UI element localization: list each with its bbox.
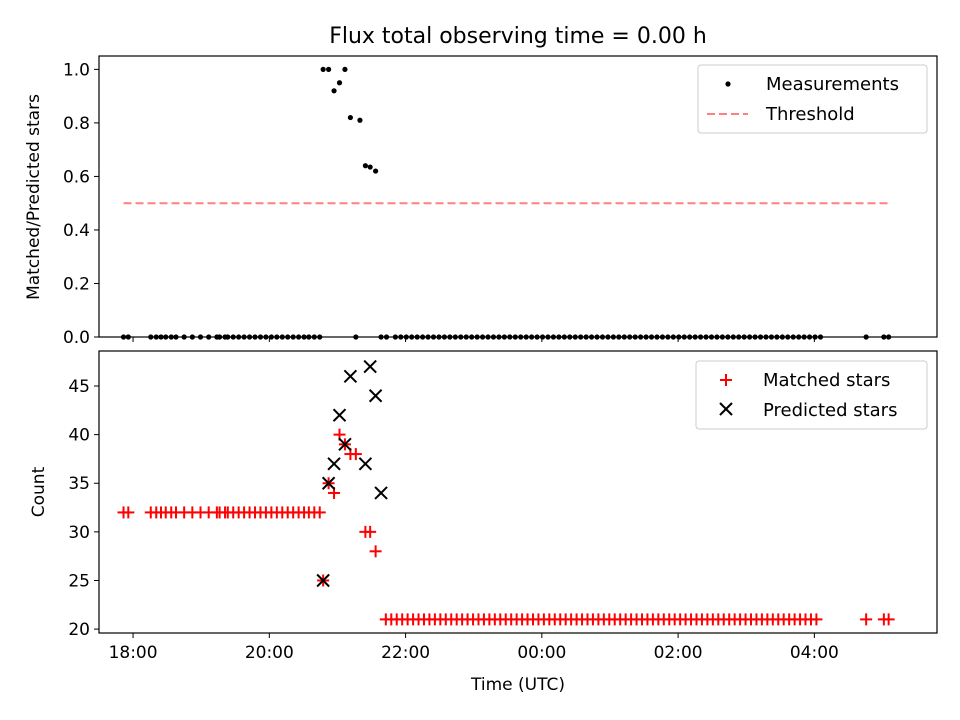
top-legend: Measurements Threshold	[697, 64, 928, 134]
x-tick-label: 02:00	[654, 643, 703, 663]
y-tick-label: 0.0	[63, 328, 90, 348]
measurement-point	[336, 80, 343, 86]
measurement-point	[367, 164, 373, 170]
predicted-stars-point	[321, 476, 336, 490]
y-tick-label: 45	[68, 377, 90, 397]
x-tick-label: 00:00	[517, 643, 566, 663]
legend-matched-marker	[720, 374, 732, 386]
bottom-legend: Matched stars Predicted stars	[695, 360, 928, 430]
matched-stars-point	[122, 506, 135, 519]
bottom-x-ticks: 18:00 20:00 22:00 00:00 02:00 04:00	[109, 633, 839, 663]
y-tick-label: 25	[68, 571, 90, 591]
matched-stars-point	[313, 506, 326, 519]
top-legend-box	[697, 64, 928, 134]
predicted-stars-point	[374, 486, 388, 500]
y-tick-label: 0.6	[63, 167, 90, 187]
measurement-point	[342, 66, 348, 72]
y-tick-label: 0.4	[63, 221, 90, 241]
y-tick-label: 20	[68, 620, 90, 640]
y-tick-label: 40	[68, 426, 90, 446]
matched-stars-point	[369, 545, 382, 558]
bottom-plot-area	[117, 359, 895, 626]
matched-stars-point	[349, 448, 362, 461]
predicted-stars-point	[338, 437, 352, 452]
bottom-legend-box	[695, 360, 928, 430]
predicted-stars-point	[332, 408, 347, 422]
measurement-point	[357, 117, 363, 123]
y-tick-label: 1.0	[63, 60, 90, 80]
legend-predicted-marker	[719, 402, 733, 416]
legend-matched-label: Matched stars	[763, 370, 890, 391]
measurement-point	[325, 66, 332, 72]
y-tick-label: 0.8	[63, 114, 90, 134]
predicted-stars-point	[316, 573, 330, 588]
matched-stars-point	[860, 613, 873, 626]
top-y-axis-label: Matched/Predicted stars	[24, 94, 44, 300]
predicted-stars-point	[327, 457, 341, 471]
top-axes-frame	[98, 55, 938, 338]
matched-stars-point	[810, 613, 823, 626]
measurement-point	[331, 88, 337, 94]
top-panel: Flux total observing time = 0.00 h Match…	[24, 24, 938, 348]
predicted-stars-point	[358, 457, 373, 471]
legend-predicted-label: Predicted stars	[763, 400, 897, 421]
y-tick-label: 35	[68, 474, 90, 494]
y-tick-label: 0.2	[63, 274, 90, 294]
bottom-y-ticks: 20 25 30 35 40 45	[68, 377, 99, 640]
legend-measurements-marker	[725, 81, 731, 87]
x-axis-label: Time (UTC)	[470, 675, 565, 695]
y-tick-label: 30	[68, 523, 90, 543]
bottom-y-axis-label: Count	[29, 466, 49, 517]
measurement-point	[347, 114, 353, 121]
legend-measurements-label: Measurements	[766, 74, 899, 95]
bottom-panel: Count Time (UTC) 20 25 30 35 40 45 18:00 20:00…	[29, 350, 938, 695]
x-tick-label: 22:00	[381, 643, 430, 663]
measurement-point	[362, 163, 368, 169]
x-tick-label: 18:00	[109, 643, 158, 663]
matched-stars-point	[364, 525, 377, 538]
measurement-point	[373, 168, 379, 174]
legend-threshold-label: Threshold	[765, 104, 855, 125]
x-tick-label: 20:00	[245, 643, 294, 663]
top-x-ticks	[132, 337, 815, 342]
bottom-axes-frame	[98, 350, 938, 634]
chart-title: Flux total observing time = 0.00 h	[329, 24, 707, 49]
top-y-ticks: 0.0 0.2 0.4 0.6 0.8 1.0	[63, 60, 99, 348]
predicted-stars-point	[343, 369, 358, 383]
measurement-point	[320, 66, 326, 72]
predicted-stars-point	[368, 389, 383, 403]
predicted-stars-point	[363, 359, 377, 374]
x-tick-label: 04:00	[790, 643, 839, 663]
matched-stars-point	[882, 613, 895, 626]
